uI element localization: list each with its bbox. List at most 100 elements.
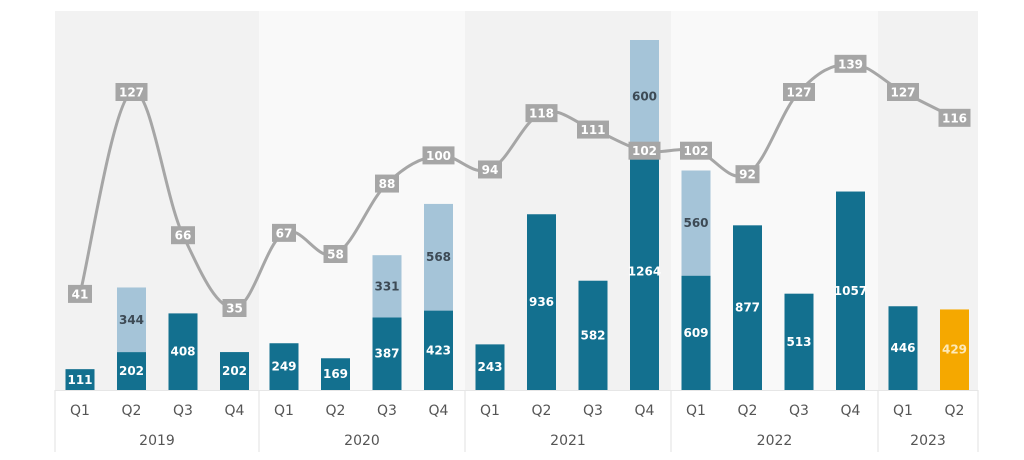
year-panel-2019: [55, 11, 259, 390]
line-point-box: [323, 245, 348, 263]
bar-primary: [836, 191, 865, 390]
line-point-box: [577, 120, 609, 139]
bar-secondary: [630, 40, 659, 153]
line-point-label: 139: [838, 57, 863, 71]
year-label: 2023: [910, 433, 946, 449]
line-point-box: [375, 174, 399, 193]
bar-value-label: 169: [323, 367, 348, 381]
bar-value-label: 1057: [834, 284, 867, 298]
line-point-label: 94: [482, 163, 499, 177]
bar-value-label: 423: [426, 343, 451, 357]
line-point-label: 127: [890, 86, 915, 100]
bar-secondary-value-label: 568: [426, 250, 451, 264]
bar-secondary: [424, 203, 453, 311]
line-point-box: [834, 54, 867, 73]
quarter-tick-label: Q2: [122, 403, 142, 419]
bar-primary: [168, 313, 198, 390]
quarter-tick-label: Q1: [70, 403, 90, 419]
line-point-box: [735, 165, 760, 184]
bar-value-label: 936: [529, 295, 554, 309]
bar-secondary: [372, 255, 402, 318]
line-point-label: 127: [786, 86, 811, 100]
line-point-box: [222, 299, 247, 317]
bar-primary: [117, 352, 146, 390]
line-point-label: 100: [426, 149, 451, 163]
quarter-tick-label: Q3: [789, 403, 809, 419]
quarter-tick-label: Q4: [841, 403, 861, 419]
bar-value-label: 429: [942, 343, 967, 357]
bar-secondary: [681, 170, 711, 276]
bar-secondary-value-label: 560: [683, 216, 708, 230]
line-point-label: 111: [580, 123, 605, 137]
line-point-label: 102: [683, 144, 708, 158]
quarter-tick-label: Q1: [274, 403, 294, 419]
year-label: 2020: [344, 433, 380, 449]
year-label: 2019: [139, 433, 175, 449]
quarter-tick-label: Q4: [635, 403, 655, 419]
bar-secondary-value-label: 344: [119, 313, 144, 327]
bar-primary: [269, 343, 299, 390]
line-point-label: 66: [175, 229, 192, 243]
bar-secondary: [117, 287, 146, 353]
bar-primary: [578, 280, 608, 390]
quarter-tick-label: Q1: [686, 403, 706, 419]
line-point-box: [887, 83, 919, 101]
bar-value-label: 249: [271, 360, 296, 374]
quarter-tick-label: Q4: [429, 403, 449, 419]
bar-secondary-value-label: 331: [374, 279, 399, 293]
bar-value-label: 243: [477, 360, 502, 374]
line-point-label: 118: [529, 107, 554, 121]
bar-primary: [372, 317, 402, 390]
bar-primary: [888, 306, 918, 390]
quarter-tick-label: Q2: [945, 403, 965, 419]
line-point-label: 35: [226, 302, 243, 316]
year-panels: [55, 11, 978, 390]
line-point-box: [783, 83, 815, 101]
bar-primary: [321, 358, 350, 390]
bar-primary: [65, 369, 95, 390]
bar-value-label: 446: [890, 341, 915, 355]
bar-primary: [475, 344, 505, 390]
line-point-label: 58: [327, 248, 344, 262]
bar-primary: [220, 352, 249, 390]
line-series: 41 127 66 35 67 58 88 100 94 118 111 102 102 92 127 139…: [68, 54, 971, 317]
bar-secondary-value-label: 600: [632, 89, 657, 103]
bar-primary: [733, 225, 762, 390]
line-point-box: [68, 284, 92, 303]
line-point-box: [422, 146, 455, 165]
bar-value-label: 387: [374, 347, 399, 361]
bar-primary: [784, 293, 814, 390]
line-point-label: 116: [942, 111, 967, 125]
bar-value-label: 202: [119, 364, 144, 378]
year-label: 2022: [757, 433, 793, 449]
line-point-label: 92: [739, 168, 756, 182]
quarter-tick-label: Q3: [173, 403, 193, 419]
bar-value-label: 202: [222, 364, 247, 378]
bar-value-label: 408: [170, 345, 195, 359]
line-point-label: 67: [276, 226, 293, 240]
quarter-tick-label: Q2: [326, 403, 346, 419]
line-point-box: [272, 223, 296, 242]
line-point-label: 102: [632, 144, 657, 158]
bar-primary: [424, 310, 453, 390]
bars: 111 202 344 408 202 249 169 387 331 423 568 243 936 5…: [65, 40, 969, 390]
bar-value-label: 1264: [628, 264, 661, 278]
quarter-tick-label: Q1: [480, 403, 500, 419]
quarter-tick-label: Q4: [225, 403, 245, 419]
line-point-box: [525, 104, 558, 123]
bar-value-label: 582: [580, 328, 605, 342]
bar-primary: [681, 275, 711, 390]
line-point-box: [115, 83, 148, 101]
line-point-label: 88: [379, 177, 396, 191]
line-point-label: 127: [119, 86, 144, 100]
quarter-tick-label: Q2: [532, 403, 552, 419]
bar-primary: [940, 309, 969, 390]
line-point-box: [171, 226, 195, 245]
bar-primary: [527, 214, 556, 390]
quarter-tick-label: Q3: [583, 403, 603, 419]
line-point-box: [938, 108, 971, 127]
line-point-box: [478, 160, 502, 179]
bar-value-label: 513: [786, 335, 811, 349]
x-axis: Q1 Q2 Q3 Q4 2019 Q1 Q2 Q3 Q4 2020 Q1 Q2 Q3 Q4 2021 Q1 Q2…: [54, 390, 979, 452]
